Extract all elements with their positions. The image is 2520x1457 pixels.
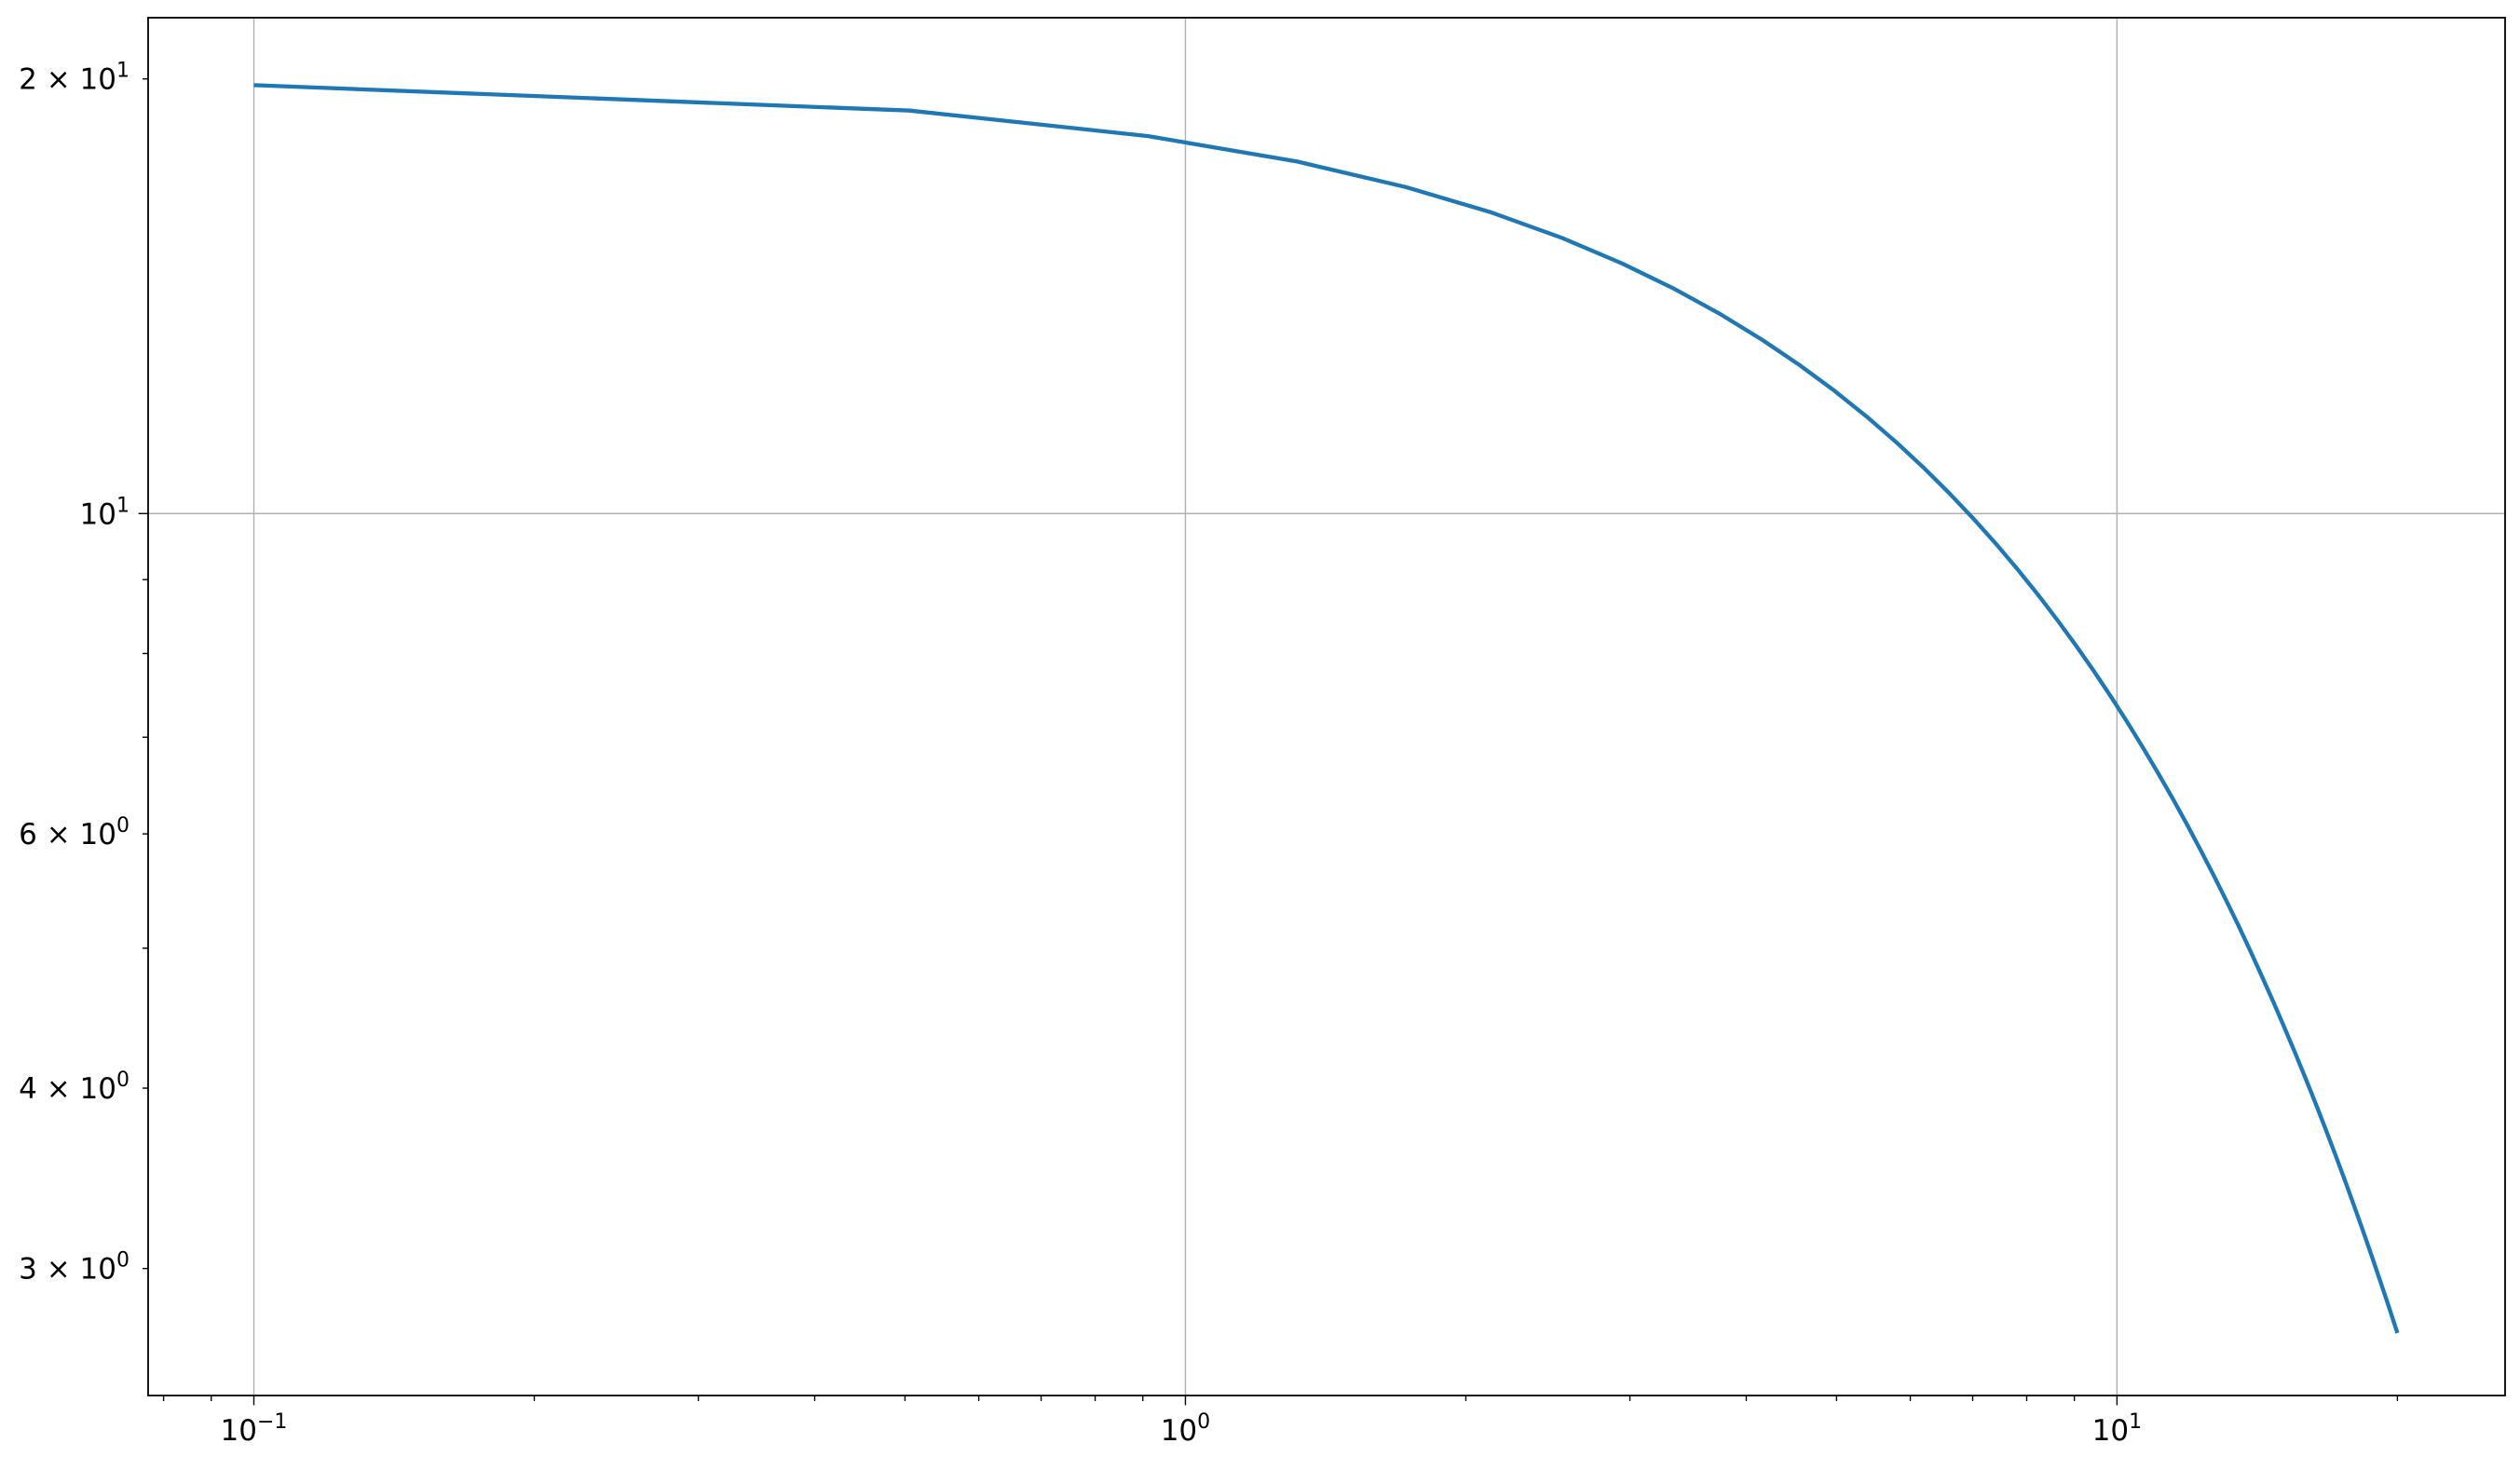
series-line <box>253 83 2400 1334</box>
x-tick-label: 10−1 <box>221 1410 288 1448</box>
grid <box>148 18 2505 1396</box>
y-tick-label: 4 × 100 <box>19 1069 129 1106</box>
plot-frame <box>147 17 2506 1396</box>
y-tick-label: 101 <box>80 494 129 531</box>
y-tick-label: 2 × 101 <box>19 60 129 97</box>
x-tick-label: 100 <box>1161 1410 1210 1448</box>
y-tick-label: 6 × 100 <box>19 814 129 851</box>
ticks: 10−1 100 101 2 × 101 101 6 × 100 4 × 100 3 × 10… <box>19 60 2399 1448</box>
x-tick-label: 101 <box>2092 1410 2142 1448</box>
series <box>253 83 2400 1334</box>
y-tick-label: 3 × 100 <box>19 1249 129 1287</box>
